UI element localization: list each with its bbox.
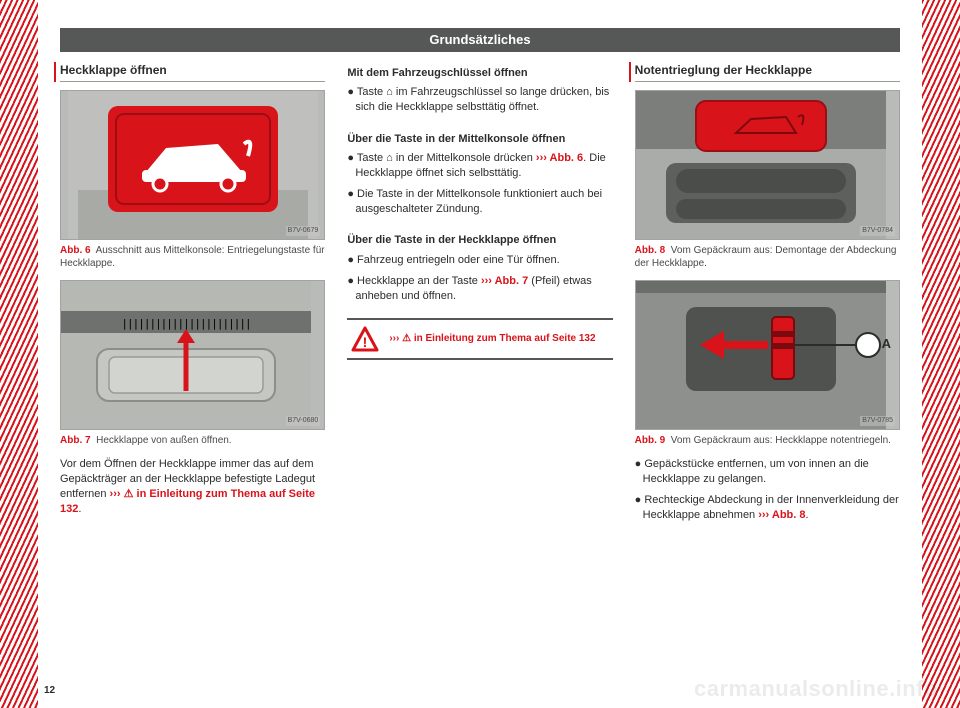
figure-8-illustration [636,91,886,240]
figure-7-tag: B7V-0680 [286,416,321,426]
figure-6-caption-text: Ausschnitt aus Mittelkonsole: Entriegelu… [60,245,325,269]
col2-b2a: ● Taste ⌂ in der Mittelkonsole drücken ›… [347,151,612,181]
col2-sub2: Über die Taste in der Mittelkonsole öffn… [347,132,612,147]
col3-b1: ● Gepäckstücke entfernen, um von innen a… [635,457,900,487]
figure-8-tag: B7V-0784 [860,226,895,236]
figure-6-tag: B7V-0679 [286,226,321,236]
figure-9-tag: B7V-0785 [860,416,895,426]
figure-6: B7V-0679 [60,90,325,240]
figure-9-caption-text: Vom Gepäckraum aus: Heckklappe notentrie… [671,435,891,446]
figure-6-illustration [68,90,318,240]
col2-b2a-pre: ● Taste ⌂ in der Mittelkonsole drücken [347,152,536,164]
figure-7: ||||||||||||||||||||||| B7V-0680 [60,280,325,430]
figure-6-abbr: Abb. 6 [60,245,91,256]
columns: Heckklappe öffnen B7V-0679 [60,62,900,696]
col2-sub1: Mit dem Fahrzeugschlüssel öffnen [347,66,612,81]
figure-7-caption-text: Heckklappe von außen öffnen. [96,435,231,446]
figure-8: B7V-0784 [635,90,900,240]
col1-para-post: . [78,503,81,515]
decorative-stripes-left [0,0,38,708]
figure-8-caption: Abb. 8 Vom Gepäckraum aus: Demontage der… [635,244,900,270]
page-body: Grundsätzliches Heckklappe öffnen [38,0,922,708]
figure-9-illustration [636,281,886,430]
warning-text: ››› ⚠ in Einleitung zum Thema auf Seite … [389,332,595,346]
section-title-col3: Notentrieglung der Heckklappe [635,62,900,82]
figure-7-caption: Abb. 7 Heckklappe von außen öffnen. [60,434,325,447]
figure-8-caption-text: Vom Gepäckraum aus: Demontage der Abdeck… [635,245,897,269]
warning-triangle-icon: ! [351,326,379,352]
col2-b3b-pre: ● Heckklappe an der Taste [347,275,481,287]
section-title-col1: Heckklappe öffnen [60,62,325,82]
col2-b3b: ● Heckklappe an der Taste ››› Abb. 7 (Pf… [347,274,612,304]
warning-box: ! ››› ⚠ in Einleitung zum Thema auf Seit… [347,318,612,360]
col2-b3a: ● Fahrzeug entriegeln oder eine Tür öffn… [347,253,612,268]
col2-b3b-ref: ››› Abb. 7 [481,275,528,287]
figure-6-caption: Abb. 6 Ausschnitt aus Mittelkonsole: Ent… [60,244,325,270]
col3-b2-post: . [805,509,808,521]
figure-9-marker: A [882,335,891,353]
watermark: carmanualsonline.info [694,676,938,702]
figure-9: A B7V-0785 [635,280,900,430]
page-number: 12 [44,685,55,696]
col2-b2a-ref: ››› Abb. 6 [536,152,583,164]
col1-paragraph: Vor dem Öffnen der Heckklappe immer das … [60,457,325,518]
col2-b2b: ● Die Taste in der Mittelkonsole funktio… [347,187,612,217]
column-2: Mit dem Fahrzeugschlüssel öffnen ● Taste… [347,62,612,696]
figure-9-caption: Abb. 9 Vom Gepäckraum aus: Heckklappe no… [635,434,900,447]
col2-sub3: Über die Taste in der Heckklappe öffnen [347,233,612,248]
decorative-stripes-right [922,0,960,708]
figure-9-abbr: Abb. 9 [635,435,666,446]
figure-8-abbr: Abb. 8 [635,245,666,256]
figure-7-illustration: ||||||||||||||||||||||| [61,281,311,430]
col2-b1: ● Taste ⌂ im Fahrzeugschlüssel so lange … [347,85,612,115]
figure-7-abbr: Abb. 7 [60,435,91,446]
svg-text:!: ! [363,334,368,350]
col3-b2: ● Rechteckige Abdeckung in der Innenverk… [635,493,900,523]
column-1: Heckklappe öffnen B7V-0679 [60,62,325,696]
column-3: Notentrieglung der Heckklappe B7V-0784 [635,62,900,696]
col3-b2-ref: ››› Abb. 8 [758,509,805,521]
svg-text:|||||||||||||||||||||||: ||||||||||||||||||||||| [121,317,250,330]
page-header: Grundsätzliches [60,28,900,52]
